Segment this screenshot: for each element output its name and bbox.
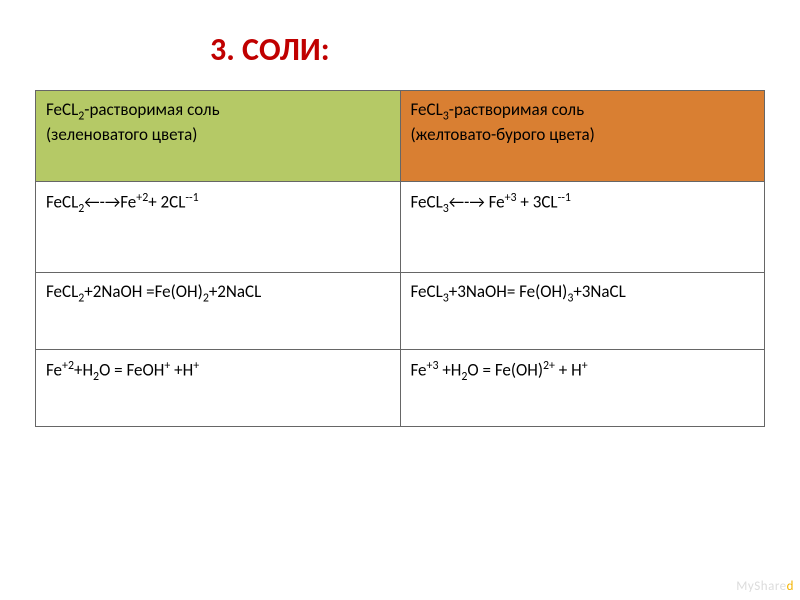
table-row: FeCL2-растворимая соль(зеленоватого цвет… [36,91,765,182]
table-row: FeCL2+2NaOH =Fe(OH)2+2NaCL FeCL3+3NaOH= … [36,273,765,350]
cell-dissociation-fecl2: FeCL2←-→Fe+2+ 2CL--1 [36,182,401,273]
page-title: 3. СОЛИ: [210,30,330,69]
table-row: Fe+2+H2O = FeOH+ +H+ Fe+3 +H2O = Fe(OH)2… [36,350,765,427]
salts-table: FeCL2-растворимая соль(зеленоватого цвет… [35,90,765,427]
cell-hydrolysis-fe2: Fe+2+H2O = FeOH+ +H+ [36,350,401,427]
watermark-text: MyShare [736,579,786,594]
header-cell-fecl3: FeCL3-растворимая соль(желтовато-бурого … [400,91,765,182]
cell-hydrolysis-fe3: Fe+3 +H2O = Fe(OH)2+ + H+ [400,350,765,427]
header-cell-fecl2: FeCL2-растворимая соль(зеленоватого цвет… [36,91,401,182]
cell-dissociation-fecl3: FeCL3←-→ Fe+3 + 3CL--1 [400,182,765,273]
watermark: MyShared [736,579,794,594]
table-row: FeCL2←-→Fe+2+ 2CL--1 FeCL3←-→ Fe+3 + 3CL… [36,182,765,273]
cell-naoh-fecl2: FeCL2+2NaOH =Fe(OH)2+2NaCL [36,273,401,350]
watermark-accent: d [787,579,794,594]
cell-naoh-fecl3: FeCL3+3NaOH= Fe(OH)3+3NaCL [400,273,765,350]
